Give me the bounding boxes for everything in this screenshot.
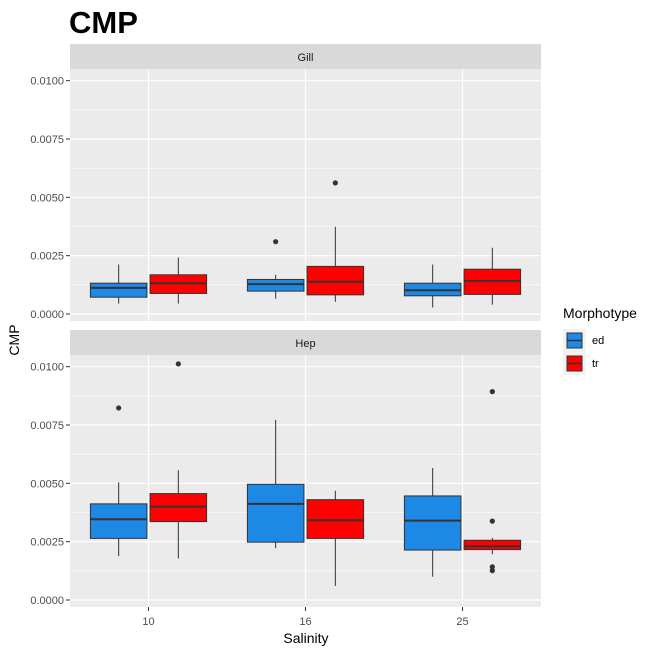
box-body: [246, 483, 305, 543]
box-10-tr: [149, 361, 208, 559]
box-10-ed: [89, 264, 148, 304]
box-25-ed: [403, 264, 462, 308]
y-axis-title: CMP: [6, 324, 22, 355]
legend-entry-tr: tr: [563, 352, 599, 375]
box-25-tr: [463, 247, 522, 305]
y-tick-label: 0.0100: [30, 76, 64, 88]
outlier-point: [273, 239, 279, 245]
box-16-ed: [246, 239, 305, 299]
y-tick-label: 0.0050: [30, 192, 64, 204]
outlier-point: [489, 518, 495, 524]
box-body: [89, 503, 148, 539]
box-body: [403, 495, 462, 551]
facet-label: Hep: [295, 338, 315, 350]
chart-title: CMP: [69, 5, 138, 40]
y-tick-label: 0.0000: [30, 309, 64, 321]
legend-entry-ed: ed: [563, 329, 604, 352]
legend: Morphotype ed tr: [563, 305, 637, 375]
outlier-point: [116, 405, 122, 411]
y-tick-label: 0.0025: [30, 251, 64, 263]
y-tick-label: 0.0100: [30, 362, 64, 374]
box-16-tr: [306, 490, 365, 586]
box-16-tr: [306, 180, 365, 302]
outlier-point: [489, 389, 495, 395]
x-axis: 10 16 25: [142, 607, 469, 628]
box-25-ed: [403, 467, 462, 577]
y-tick-label: 0.0075: [30, 134, 64, 146]
facet-strip: [70, 330, 541, 355]
box-25-tr: [463, 389, 522, 574]
legend-entries: ed tr: [563, 329, 604, 375]
legend-label: tr: [592, 358, 599, 370]
box-body: [306, 265, 365, 296]
y-tick-label: 0.0050: [30, 478, 64, 490]
y-tick-label: 0.0075: [30, 420, 64, 432]
x-tick-label: 16: [299, 616, 311, 628]
box-10-ed: [89, 405, 148, 557]
y-tick-label: 0.0000: [30, 595, 64, 607]
facet-strip: [70, 44, 541, 69]
panel-hep: Hep 0.0000 0.0025 0.0050 0.0075 0.0100: [30, 330, 541, 607]
box-10-tr: [149, 257, 208, 304]
box-body: [89, 282, 148, 298]
x-axis-title: Salinity: [283, 630, 328, 646]
box-body: [306, 499, 365, 539]
box-body: [246, 278, 305, 292]
panel-gill: Gill 0.0000 0.0025 0.0050 0.0075 0.0100: [30, 44, 541, 321]
x-tick-label: 25: [456, 616, 468, 628]
outlier-point: [332, 180, 338, 186]
legend-label: ed: [592, 335, 604, 347]
x-tick-label: 10: [142, 616, 154, 628]
outlier-point: [175, 361, 181, 367]
box-body: [463, 539, 522, 551]
outlier-point: [489, 568, 495, 574]
panels: Gill 0.0000 0.0025 0.0050 0.0075 0.0100 Hep 0.0…: [30, 44, 541, 607]
y-tick-label: 0.0025: [30, 537, 64, 549]
box-16-ed: [246, 419, 305, 549]
facet-label: Gill: [298, 52, 314, 64]
legend-title: Morphotype: [563, 305, 637, 321]
outlier-point: [489, 564, 495, 570]
